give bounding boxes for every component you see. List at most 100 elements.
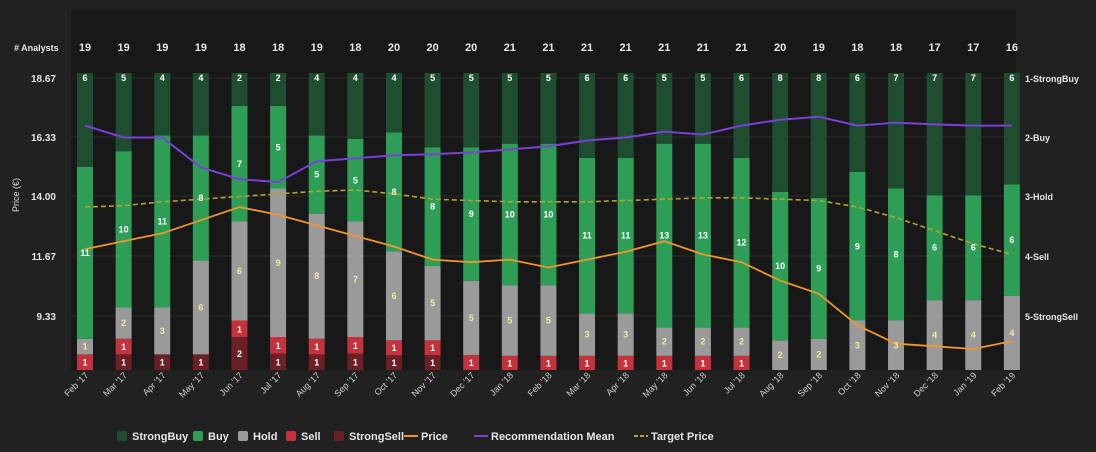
bar-value-label: 2 [816, 349, 821, 359]
analyst-count-label: 21 [697, 42, 709, 54]
analyst-count-label: 18 [349, 42, 361, 54]
bar-segment-buy [308, 135, 325, 214]
bar-value-label: 1 [391, 358, 396, 368]
legend-label: Hold [253, 431, 277, 443]
bar-value-label: 8 [198, 193, 203, 203]
analyst-count-label: 20 [774, 42, 786, 54]
legend-item-sell[interactable]: Sell [286, 431, 321, 443]
legend-item-strongbuy[interactable]: StrongBuy [117, 431, 189, 443]
bar-segment-strongbuy [192, 73, 209, 136]
bar-segment-hold [501, 285, 518, 356]
legend-swatch [238, 431, 248, 441]
bar-segment-hold [192, 260, 209, 355]
bar-segment-strongsell [192, 354, 209, 370]
bar-value-label: 5 [546, 316, 551, 326]
bar-value-label: 6 [198, 302, 203, 312]
bar-value-label: 9 [816, 263, 821, 273]
bar-segment-strongbuy [965, 73, 982, 196]
bar-value-label: 8 [778, 73, 783, 83]
bar-segment-hold [579, 313, 596, 356]
analyst-count-label: 20 [426, 42, 438, 54]
bar-value-label: 4 [353, 73, 358, 83]
bar-segment-strongbuy [501, 73, 518, 144]
bar-segment-strongbuy [154, 73, 171, 136]
legend-item-recommendation-mean[interactable]: Recommendation Mean [474, 431, 615, 443]
bar-segment-strongbuy [656, 73, 673, 144]
bar-value-label: 11 [80, 248, 90, 258]
analyst-count-label: 17 [929, 42, 941, 54]
bar-value-label: 5 [121, 73, 126, 83]
bar-value-label: 11 [157, 217, 167, 227]
bar-value-label: 7 [353, 274, 358, 284]
legend-item-price[interactable]: Price [404, 431, 448, 443]
bar-value-label: 2 [237, 73, 242, 83]
bar-segment-strongbuy [270, 73, 287, 106]
bar-segment-buy [810, 198, 827, 339]
bar-value-label: 3 [160, 326, 165, 336]
bar-value-label: 5 [276, 142, 281, 152]
bar-segment-strongsell [347, 353, 364, 370]
analyst-count-label: 20 [465, 42, 477, 54]
bar-segment-strongsell [154, 354, 171, 370]
bar-value-label: 13 [659, 231, 669, 241]
bar-value-label: 12 [737, 238, 747, 248]
legend-item-buy[interactable]: Buy [193, 431, 230, 443]
y-tick-label: 11.67 [32, 252, 57, 263]
legend-item-target-price[interactable]: Target Price [634, 431, 714, 443]
bar-segment-sell [115, 338, 132, 355]
bar-segment-hold [733, 327, 750, 356]
bar-value-label: 5 [507, 316, 512, 326]
bar-segment-hold [772, 340, 789, 370]
bar-value-label: 3 [623, 330, 628, 340]
analyst-count-label: 18 [890, 42, 902, 54]
bar-segment-sell [308, 338, 325, 355]
legend-swatch [193, 431, 203, 441]
bar-value-label: 4 [932, 330, 937, 340]
legend-item-hold[interactable]: Hold [238, 431, 277, 443]
y-tick-label: 16.33 [31, 133, 56, 144]
bar-segment-buy [617, 157, 634, 314]
bar-segment-strongsell [115, 354, 132, 370]
bar-segment-strongbuy [733, 73, 750, 158]
bar-segment-sell [77, 354, 93, 370]
bar-value-label: 1 [276, 341, 281, 351]
bar-value-label: 9 [469, 209, 474, 219]
bar-value-label: 1 [430, 343, 435, 353]
bar-segment-strongbuy [463, 73, 480, 148]
bar-value-label: 5 [546, 73, 551, 83]
analyst-count-label: 21 [658, 42, 670, 54]
analyst-count-label: 16 [1006, 42, 1018, 54]
bar-value-label: 5 [314, 170, 319, 180]
bar-value-label: 1 [430, 358, 435, 368]
bar-value-label: 5 [430, 73, 435, 83]
bar-segment-hold [347, 221, 364, 337]
legend-item-strongsell[interactable]: StrongSell [334, 431, 404, 443]
bar-value-label: 4 [971, 330, 976, 340]
bar-segment-hold [540, 285, 557, 356]
bar-segment-sell [617, 355, 634, 370]
bar-value-label: 8 [391, 187, 396, 197]
bar-value-label: 1 [353, 357, 358, 367]
bar-value-label: 6 [1009, 73, 1014, 83]
bar-segment-strongbuy [888, 73, 905, 189]
analyst-count-label: 19 [813, 42, 825, 54]
bar-value-label: 1 [585, 358, 590, 368]
bar-value-label: 10 [543, 209, 553, 219]
bar-segment-sell [424, 340, 441, 356]
analyst-count-label: 17 [967, 42, 979, 54]
bar-value-label: 6 [932, 243, 937, 253]
bar-segment-strongbuy [308, 73, 325, 136]
bar-value-label: 1 [546, 358, 551, 368]
bar-segment-buy [733, 157, 750, 328]
bar-value-label: 1 [198, 358, 203, 368]
bar-segment-strongbuy [540, 73, 557, 144]
bar-value-label: 9 [855, 241, 860, 251]
y-tick-label: 18.67 [31, 74, 56, 85]
bar-segment-strongbuy [115, 73, 132, 152]
bar-value-label: 10 [505, 209, 515, 219]
bar-segment-sell [656, 355, 673, 370]
bar-segment-sell [579, 355, 596, 370]
bar-segment-sell [463, 355, 480, 370]
legend-label: Price [421, 431, 448, 443]
bar-segment-strongbuy [231, 73, 248, 106]
